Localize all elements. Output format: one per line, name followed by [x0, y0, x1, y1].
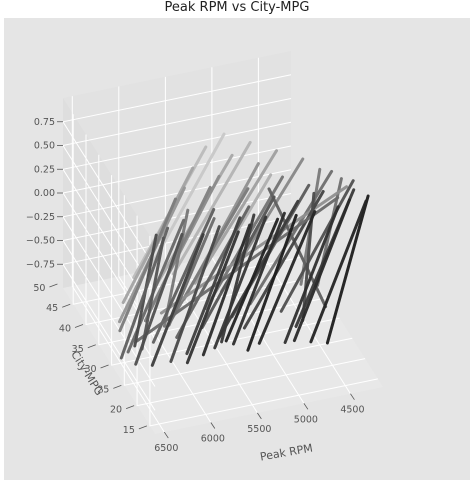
z-tick-label: −0.25	[26, 212, 55, 223]
y-gridline	[85, 134, 315, 326]
x-tick-mark	[303, 403, 309, 410]
data-segment	[118, 197, 177, 333]
x-tick-label: 5500	[247, 424, 271, 435]
y-tick-label: 35	[72, 344, 84, 355]
z-tick-label: 0.00	[34, 188, 55, 199]
data-segment	[246, 213, 298, 352]
data-segment	[242, 190, 325, 330]
data-segment	[200, 195, 276, 330]
x-tick-mark	[350, 393, 355, 400]
y-tick-mark	[74, 324, 84, 328]
y-tick-label: 20	[110, 405, 122, 416]
y-tick-label: 50	[33, 283, 45, 294]
x-tick-label: 6500	[154, 443, 178, 454]
z-tick-label: −0.50	[26, 236, 55, 247]
data-segment	[257, 210, 317, 345]
x-tick-mark	[257, 412, 262, 420]
y-tick-label: 15	[123, 425, 135, 436]
data-segment	[193, 149, 278, 285]
data-segment	[325, 194, 370, 345]
y-tick-label: 40	[59, 324, 71, 335]
data-segment	[217, 199, 300, 340]
y-tick-label: 30	[84, 364, 96, 375]
data-segment	[151, 208, 216, 344]
x-tick-mark	[163, 431, 169, 439]
x-tick-label: 6000	[201, 433, 225, 444]
data-segment	[279, 179, 355, 313]
chart-title: Peak RPM vs City-MPG	[164, 0, 310, 15]
data-segment	[150, 233, 205, 367]
y-tick-mark	[100, 364, 109, 369]
data-segment	[220, 213, 256, 344]
x-tick-mark	[210, 422, 216, 429]
y-tick-mark	[62, 303, 71, 308]
y-tick-mark	[87, 344, 96, 349]
z-tick-label: −0.75	[26, 259, 55, 270]
z-tick-label: 0.25	[34, 164, 55, 175]
data-segment	[167, 217, 216, 327]
data-segment	[134, 232, 184, 366]
z-tick-label: 0.50	[34, 141, 55, 152]
data-segment	[121, 166, 195, 305]
data-segment	[292, 198, 351, 343]
data-segment	[140, 236, 165, 351]
x-tick-label: 5000	[294, 414, 318, 425]
y-tick-mark	[113, 384, 122, 389]
y-gridline	[123, 195, 353, 386]
y-gridline	[98, 154, 327, 346]
data-segment	[309, 199, 368, 344]
data-segment	[232, 211, 286, 346]
y-tick-label: 25	[97, 384, 109, 395]
data-segment	[169, 225, 221, 363]
data-segment	[201, 223, 252, 357]
z-tick-label: 0.75	[34, 117, 55, 128]
y-tick-mark	[125, 405, 135, 409]
data-segment	[185, 216, 242, 356]
data-segment	[213, 215, 268, 350]
data-segment	[224, 217, 280, 343]
y-tick-label: 45	[46, 303, 58, 314]
y-tick-mark	[138, 425, 148, 430]
x-tick-label: 4500	[340, 405, 364, 416]
data-segment	[185, 230, 240, 365]
y-tick-mark	[49, 283, 58, 288]
data-segment	[283, 205, 340, 344]
data-segment	[172, 140, 252, 276]
